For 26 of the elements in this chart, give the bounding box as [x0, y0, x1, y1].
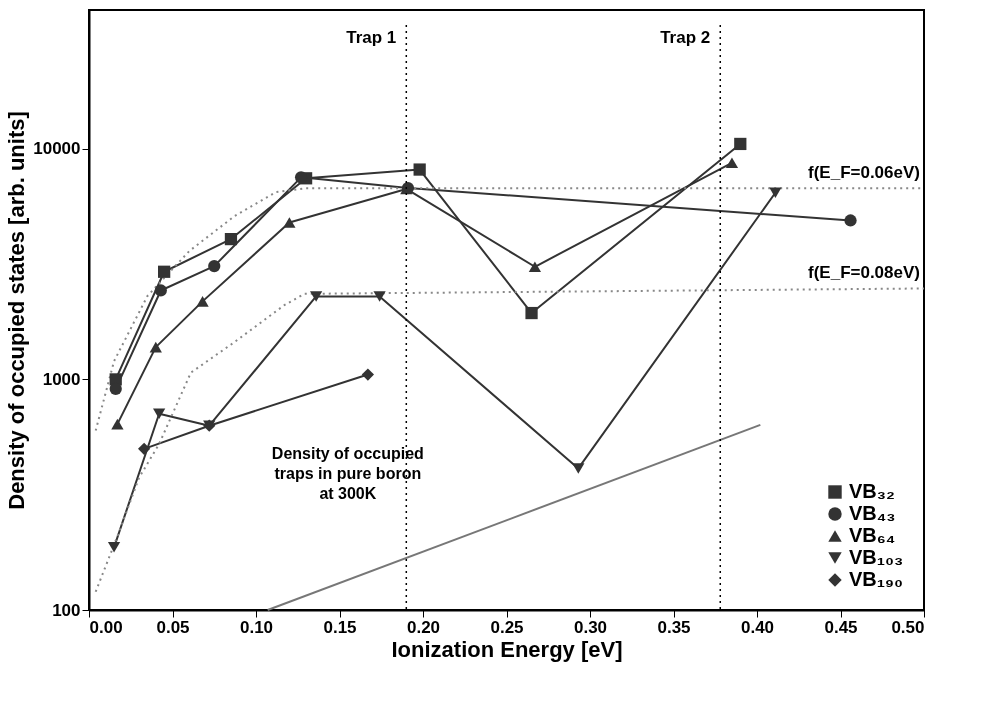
x-tick-label: 0.15 [323, 617, 357, 637]
y-tick-label: 1000 [42, 369, 81, 389]
x-tick-label: 0.30 [573, 617, 608, 637]
legend-label: VB₆₄ [849, 524, 896, 546]
x-tick-label: 0.10 [239, 617, 274, 637]
legend-label: VB₁₀₃ [849, 546, 904, 568]
series-label: f(E_F=0.08eV) [808, 263, 920, 283]
annotation: Density of occupied traps in pure boron at 300K [271, 445, 424, 502]
legend-label: VB₄₃ [849, 502, 896, 524]
ref-line-label: Trap 2 [660, 28, 711, 47]
x-tick-label: 0.45 [824, 617, 858, 637]
y-axis-title: Density of occupied states [arb. units] [4, 111, 30, 510]
ref-line-label: Trap 1 [346, 28, 397, 47]
y-tick-label: 10000 [33, 139, 81, 159]
x-tick-label: 0.40 [740, 617, 775, 637]
x-tick-label: 0.05 [156, 617, 190, 637]
x-tick-label: 0.00 [89, 617, 123, 637]
x-tick-label: 0.20 [406, 617, 441, 637]
x-tick-label: 0.50 [891, 617, 925, 637]
legend-label: VB₁₉₀ [849, 568, 904, 590]
series-label: f(E_F=0.06eV) [808, 163, 920, 183]
x-tick-label: 0.25 [490, 617, 524, 637]
y-tick-label: 100 [52, 600, 81, 620]
x-tick-label: 0.35 [657, 617, 691, 637]
x-axis-title: Ionization Energy [eV] [391, 636, 623, 662]
legend-label: VB₃₂ [849, 480, 895, 502]
